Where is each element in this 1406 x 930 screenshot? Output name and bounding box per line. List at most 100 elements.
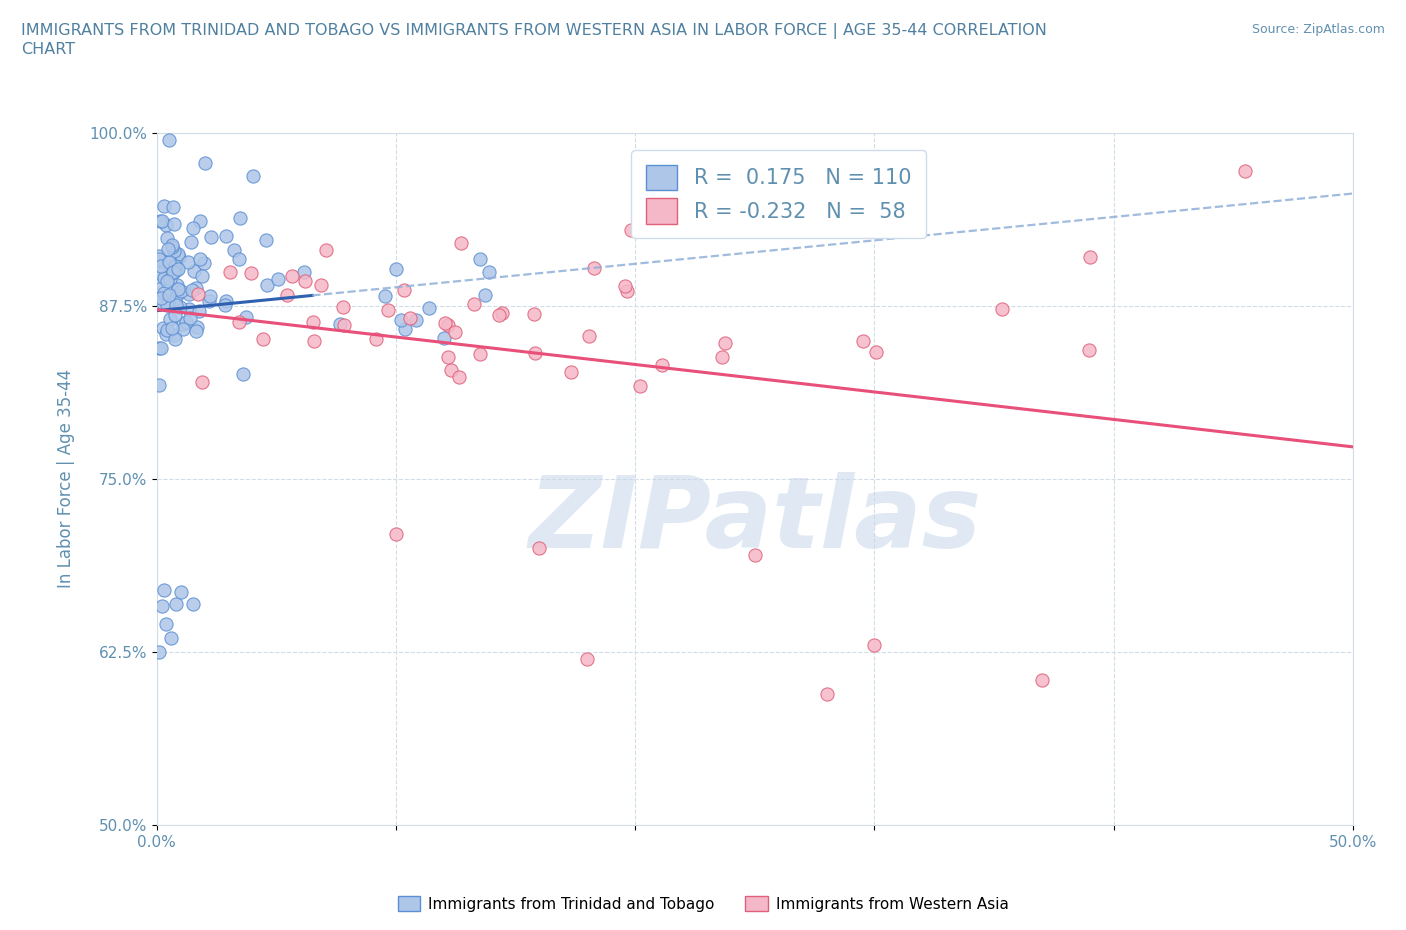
Point: [162, 264, 184, 279]
Point: [389, 312, 412, 327]
Point: [302, 314, 325, 329]
Point: [156, 298, 179, 312]
Point: [443, 325, 465, 339]
Point: [228, 314, 250, 329]
Point: [1078, 342, 1101, 357]
Point: [364, 331, 387, 346]
Point: [865, 345, 887, 360]
Point: [232, 366, 254, 381]
Point: [163, 291, 186, 306]
Point: [200, 230, 222, 245]
Point: [163, 265, 186, 280]
Point: [148, 378, 170, 392]
Point: [191, 268, 214, 283]
Point: [576, 652, 599, 667]
Point: [162, 199, 184, 214]
Point: [214, 298, 236, 312]
Point: [713, 336, 735, 351]
Point: [181, 596, 204, 611]
Point: [155, 617, 177, 631]
Point: [254, 232, 277, 247]
Point: [256, 278, 278, 293]
Point: [628, 379, 651, 393]
Point: [166, 288, 188, 303]
Point: [176, 255, 198, 270]
Point: [433, 315, 456, 330]
Point: [194, 155, 217, 170]
Point: [651, 358, 673, 373]
Point: [163, 327, 186, 342]
Point: [218, 265, 240, 280]
Point: [198, 288, 221, 303]
Point: [163, 332, 186, 347]
Point: [991, 301, 1014, 316]
Point: [179, 302, 201, 317]
Point: [181, 283, 204, 298]
Point: [174, 314, 197, 329]
Point: [405, 312, 427, 327]
Point: [252, 331, 274, 346]
Point: [188, 252, 211, 267]
Point: [157, 132, 180, 147]
Point: [160, 240, 183, 255]
Point: [529, 540, 551, 555]
Point: [468, 346, 491, 361]
Point: [148, 249, 170, 264]
Point: [180, 235, 202, 250]
Point: [165, 596, 187, 611]
Point: [155, 326, 177, 341]
Point: [613, 279, 636, 294]
Point: [152, 199, 174, 214]
Point: [167, 246, 190, 261]
Point: [228, 251, 250, 266]
Point: [148, 644, 170, 659]
Point: [863, 638, 886, 653]
Point: [153, 582, 176, 597]
Point: [157, 288, 180, 303]
Point: [191, 375, 214, 390]
Point: [148, 340, 170, 355]
Point: [157, 255, 180, 270]
Point: [187, 303, 209, 318]
Point: [155, 218, 177, 232]
Point: [710, 350, 733, 365]
Point: [149, 290, 172, 305]
Point: [153, 286, 176, 300]
Point: [198, 294, 221, 309]
Point: [292, 264, 315, 279]
Y-axis label: In Labor Force | Age 35-44: In Labor Force | Age 35-44: [58, 369, 75, 589]
Point: [148, 266, 170, 281]
Point: [149, 259, 172, 273]
Point: [374, 289, 396, 304]
Point: [153, 271, 176, 286]
Point: [491, 305, 513, 320]
Point: [166, 278, 188, 293]
Point: [332, 299, 354, 314]
Point: [333, 318, 356, 333]
Point: [478, 265, 501, 280]
Point: [150, 213, 173, 228]
Point: [162, 259, 184, 274]
Point: [385, 527, 408, 542]
Legend: Immigrants from Trinidad and Tobago, Immigrants from Western Asia: Immigrants from Trinidad and Tobago, Imm…: [391, 889, 1015, 918]
Point: [167, 282, 190, 297]
Point: [578, 329, 600, 344]
Point: [186, 319, 208, 334]
Point: [152, 321, 174, 336]
Point: [159, 255, 181, 270]
Point: [239, 265, 262, 280]
Point: [177, 286, 200, 301]
Point: [152, 296, 174, 311]
Point: [276, 288, 298, 303]
Point: [169, 299, 191, 314]
Point: [159, 272, 181, 286]
Point: [222, 243, 245, 258]
Point: [463, 297, 485, 312]
Point: [235, 310, 257, 325]
Point: [148, 251, 170, 266]
Point: [188, 214, 211, 229]
Point: [377, 302, 399, 317]
Point: [156, 294, 179, 309]
Point: [156, 323, 179, 338]
Point: [1078, 250, 1101, 265]
